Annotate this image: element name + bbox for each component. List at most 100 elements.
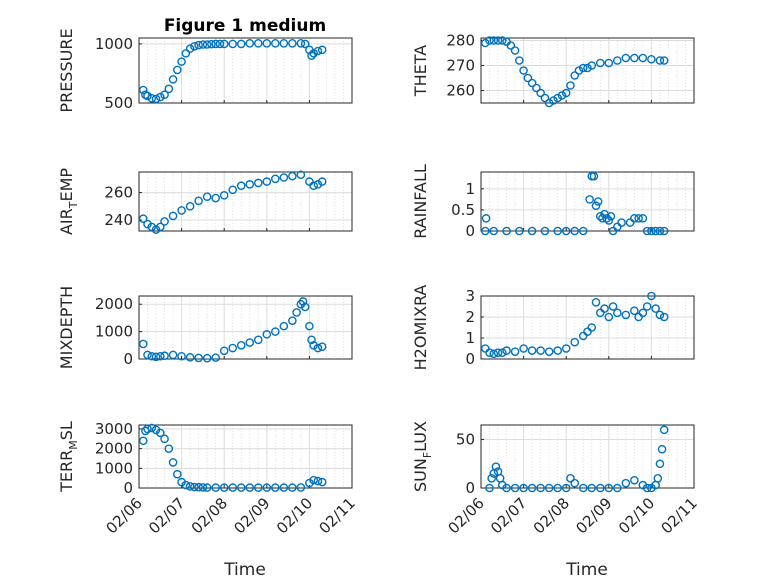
- data-point: [271, 483, 280, 492]
- data-point: [659, 226, 669, 236]
- data-point: [578, 483, 588, 493]
- data-point: [519, 66, 528, 75]
- data-point: [600, 304, 609, 313]
- data-point: [313, 46, 323, 56]
- y-tick-label: 1: [465, 180, 475, 198]
- y-tick-label: 0: [123, 350, 133, 368]
- subplot-1: 500 1000 PRESSURE: [57, 28, 353, 113]
- data-point: [630, 214, 639, 223]
- data-point: [489, 349, 499, 359]
- data-point: [253, 335, 263, 345]
- data-point: [593, 197, 603, 206]
- data-point: [236, 483, 246, 492]
- data-point: [288, 171, 297, 181]
- data-point: [173, 469, 182, 479]
- data-point: [211, 39, 220, 49]
- data-point: [307, 51, 316, 61]
- data-point: [502, 226, 511, 236]
- data-point: [138, 339, 148, 349]
- data-point: [262, 177, 272, 186]
- data-point: [515, 226, 524, 236]
- data-point: [655, 459, 665, 469]
- data-point: [519, 483, 528, 493]
- data-point: [549, 96, 558, 105]
- data-point: [487, 474, 496, 483]
- data-point: [160, 351, 169, 361]
- data-point: [604, 58, 614, 68]
- data-point: [219, 483, 229, 492]
- data-point: [481, 214, 491, 223]
- data-point: [279, 483, 289, 492]
- data-point: [540, 93, 550, 103]
- data-point: [480, 226, 490, 236]
- data-point: [578, 63, 588, 73]
- data-point: [604, 312, 614, 322]
- data-point: [317, 45, 327, 55]
- data-point: [606, 211, 616, 221]
- data-point: [147, 93, 157, 103]
- data-point: [211, 353, 220, 362]
- data-point: [262, 483, 272, 492]
- x-axis-label-left: Time: [223, 560, 266, 580]
- data-point: [138, 214, 148, 223]
- data-point: [202, 192, 212, 201]
- data-point: [236, 181, 246, 191]
- data-point: [566, 81, 575, 90]
- data-point: [489, 226, 499, 236]
- data-point: [653, 474, 663, 483]
- x-tick-label: 02/08: [188, 494, 231, 537]
- data-point: [271, 39, 280, 48]
- x-tick-label: 02/10: [615, 494, 658, 537]
- data-point: [489, 36, 499, 45]
- data-point: [638, 53, 648, 63]
- data-point: [602, 214, 611, 223]
- data-point: [604, 483, 614, 493]
- y-axis-label: PRESSURE: [57, 28, 76, 112]
- data-point: [309, 475, 318, 485]
- data-point: [279, 39, 289, 48]
- data-point: [591, 201, 601, 211]
- data-point: [279, 321, 289, 331]
- data-point: [630, 475, 639, 485]
- subplot-6: 0 1 2 3 H2OMIXRA: [411, 285, 695, 370]
- data-point: [253, 39, 263, 48]
- y-tick-label: 1000: [95, 323, 133, 341]
- data-point: [589, 171, 599, 181]
- data-point: [638, 214, 648, 223]
- axes-box: [138, 295, 353, 360]
- data-point: [587, 323, 597, 332]
- x-tick-label: 02/09: [230, 494, 273, 537]
- data-point: [155, 92, 165, 102]
- data-point: [173, 65, 182, 75]
- data-point: [300, 39, 310, 49]
- data-point: [164, 84, 174, 94]
- data-point: [621, 53, 631, 63]
- data-point: [177, 57, 186, 66]
- data-point: [647, 291, 656, 301]
- data-point: [613, 308, 622, 318]
- data-point: [288, 39, 297, 48]
- data-point: [561, 88, 571, 98]
- data-point: [585, 195, 594, 204]
- data-point: [168, 211, 178, 221]
- data-point: [211, 193, 220, 203]
- data-point: [655, 226, 665, 236]
- x-tick-label: 02/09: [572, 494, 615, 537]
- data-point: [651, 226, 660, 236]
- data-point: [595, 58, 605, 68]
- data-point: [245, 338, 255, 347]
- data-point: [647, 226, 656, 236]
- data-point: [491, 462, 501, 471]
- data-point: [480, 344, 490, 353]
- data-point: [540, 226, 550, 236]
- data-point: [561, 344, 571, 353]
- data-point: [583, 63, 592, 73]
- data-point: [553, 483, 562, 493]
- data-point: [617, 218, 626, 227]
- subplot-3: 240 260 AIRTEMP: [57, 168, 353, 235]
- data-point: [168, 75, 178, 84]
- y-tick-label: 1: [465, 329, 475, 347]
